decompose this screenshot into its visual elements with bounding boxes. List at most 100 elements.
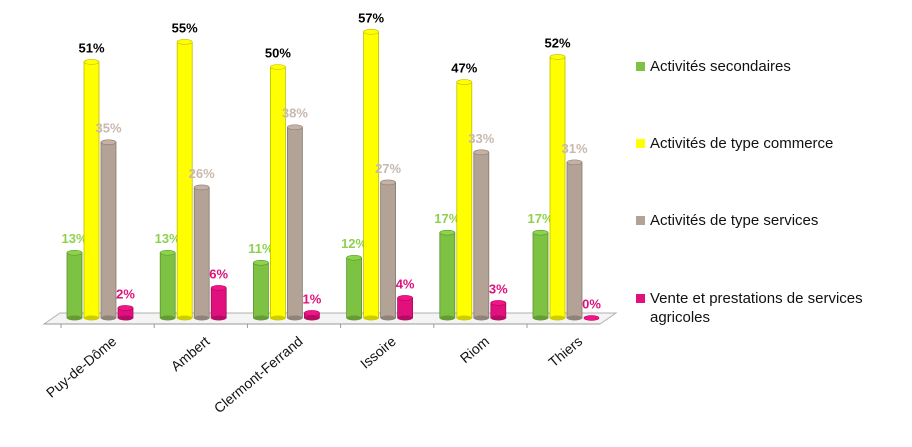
bar	[269, 66, 286, 319]
bar-bottom	[490, 315, 506, 321]
bar	[439, 232, 456, 319]
legend-label: Vente et prestations de services agricol…	[650, 290, 863, 326]
bar-bottom	[380, 315, 396, 321]
data-label: 52%	[544, 35, 570, 50]
bar-top	[439, 229, 456, 236]
bar-top	[397, 295, 413, 301]
data-label: 26%	[189, 166, 215, 181]
bar-bottom	[304, 315, 320, 321]
bar	[397, 297, 414, 319]
bar-top	[532, 229, 549, 236]
legend-item: Activités de type services	[636, 211, 906, 230]
bar	[193, 187, 210, 319]
legend-item: Activités de type commerce	[636, 134, 906, 153]
bar-top	[270, 64, 286, 70]
bar-bottom	[160, 315, 176, 321]
legend-label: Activités de type services	[650, 212, 819, 229]
bar-top	[549, 54, 566, 60]
data-label: 31%	[561, 141, 587, 156]
bar-top	[583, 315, 600, 321]
bar-bottom	[346, 315, 362, 321]
data-label: 55%	[172, 20, 198, 35]
bar	[566, 161, 583, 319]
bar-bottom	[533, 315, 548, 321]
data-label: 57%	[358, 10, 384, 25]
bar-bottom	[253, 315, 269, 321]
bar-top	[490, 300, 507, 306]
bar-top	[304, 310, 320, 316]
legend-swatch	[636, 294, 645, 303]
bar-top	[566, 159, 583, 166]
bar	[549, 56, 566, 319]
data-label: 50%	[265, 45, 291, 60]
legend-label: Activités secondaires	[650, 58, 791, 75]
x-tick-label: Issoire	[357, 333, 399, 372]
data-label: 3%	[489, 281, 508, 296]
bar-bottom	[456, 315, 472, 321]
data-label: 47%	[451, 60, 477, 75]
bar-bottom	[270, 315, 286, 321]
bar	[456, 81, 473, 319]
x-tick-label: Ambert	[168, 333, 213, 374]
x-tick-label: Riom	[457, 333, 492, 366]
x-tick-label: Thiers	[545, 333, 585, 370]
bar-bottom	[84, 315, 99, 321]
bar-top	[253, 259, 269, 266]
legend-item: Activités secondaires	[636, 57, 906, 76]
bar	[159, 252, 176, 319]
data-label: 17%	[527, 211, 553, 226]
bar-top	[83, 59, 100, 65]
bar-top	[473, 149, 490, 156]
bar-bottom	[118, 315, 133, 321]
bar-bottom	[287, 315, 303, 321]
bar	[252, 262, 269, 319]
bar	[210, 287, 227, 319]
data-label: 0%	[582, 296, 601, 311]
data-label: 11%	[248, 241, 274, 256]
bar-top	[193, 184, 210, 191]
bar-bottom	[363, 315, 379, 321]
data-label: 33%	[468, 131, 494, 146]
bar-top	[176, 39, 193, 45]
bar-top	[346, 254, 362, 261]
data-label: 12%	[341, 236, 367, 251]
bar	[346, 257, 363, 319]
data-label: 13%	[61, 231, 87, 246]
data-label: 4%	[396, 276, 415, 291]
data-label: 13%	[155, 231, 181, 246]
data-label: 2%	[116, 286, 135, 301]
data-label: 35%	[95, 121, 121, 136]
bar-bottom	[567, 315, 582, 321]
legend-swatch	[636, 139, 645, 148]
bar-top	[210, 285, 227, 291]
bar-bottom	[439, 315, 455, 321]
bar-bottom	[194, 315, 210, 321]
data-label: 38%	[282, 106, 308, 121]
bar-bottom	[473, 315, 489, 321]
bar-top	[159, 249, 176, 256]
bar-top	[66, 249, 83, 256]
data-label: 1%	[303, 291, 322, 306]
bar-top	[363, 29, 379, 35]
legend-swatch	[636, 62, 645, 71]
legend-item: Vente et prestations de services agricol…	[636, 289, 906, 327]
legend-label: Activités de type commerce	[650, 135, 834, 152]
bar-top	[100, 139, 117, 146]
bar	[380, 182, 397, 319]
bar	[66, 252, 83, 319]
bar-bottom	[550, 315, 565, 321]
bar	[100, 141, 117, 319]
data-label: 27%	[375, 161, 401, 176]
bar-bottom	[67, 315, 82, 321]
bar-bottom	[101, 315, 116, 321]
bar-bottom	[211, 315, 227, 321]
data-label: 17%	[434, 211, 460, 226]
bar-top	[380, 179, 396, 186]
bar-bottom	[397, 315, 413, 321]
data-label: 6%	[209, 266, 228, 281]
bar-top	[456, 79, 473, 85]
bar	[286, 126, 303, 319]
bar-bottom	[177, 315, 193, 321]
data-label: 51%	[78, 40, 104, 55]
